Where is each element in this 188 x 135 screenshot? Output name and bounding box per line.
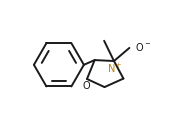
- Text: N$^+$: N$^+$: [107, 62, 122, 75]
- Text: O$^-$: O$^-$: [135, 41, 151, 53]
- Text: O: O: [83, 81, 90, 91]
